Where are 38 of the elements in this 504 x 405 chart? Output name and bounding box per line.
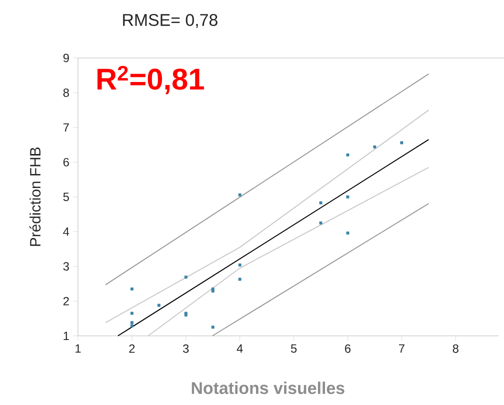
chart-title: RMSE= 0,78 [123,14,218,28]
point [130,288,134,291]
x-tick-label: 7 [398,344,404,353]
y-tick-label: 9 [63,54,69,62]
y-tick-label: 3 [63,262,69,271]
y-tick-label: 6 [63,158,69,166]
point [130,321,134,324]
y-axis-title: Prédiction FHB [29,148,41,246]
x-tick-label: 2 [129,344,135,353]
point [400,141,404,144]
x-tick-label: 8 [452,344,458,353]
point [238,264,242,267]
point [319,201,322,204]
point [346,196,350,198]
y-tick-label: 7 [63,123,69,132]
x-tick-label: 4 [236,344,243,353]
x-tick-label: 1 [76,344,81,353]
point [346,232,350,235]
point [130,312,134,315]
x-tick-label: 6 [345,344,351,353]
point [211,326,214,329]
x-tick-label: 5 [290,344,297,353]
point [184,276,188,279]
point [319,222,322,225]
y-tick-label: 8 [63,88,69,98]
y-tick-label: 5 [63,192,69,202]
point [346,153,350,156]
point [130,324,134,328]
point [238,193,242,196]
x-tick-label: 3 [183,344,189,353]
point [157,304,160,307]
x-axis-title: Notations visuelles [192,382,344,394]
y-tick-label: 4 [63,228,70,236]
text: R$^{2}$=0,81 [97,66,204,94]
point [373,145,376,148]
y-tick-label: 1 [64,332,69,340]
y-tick-label: 2 [63,297,69,306]
point [238,278,242,281]
